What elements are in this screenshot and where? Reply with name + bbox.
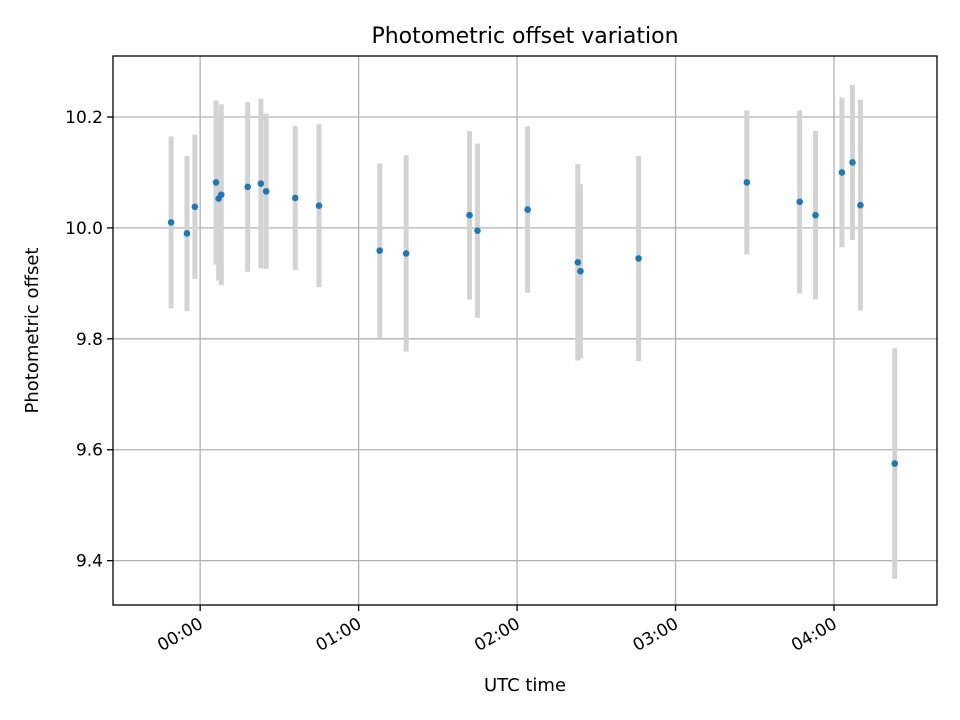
y-axis: 9.4 9.6 9.8 10.0 10.2 [65,108,113,572]
data-point [849,159,856,166]
data-point [466,211,473,219]
y-tick-label: 10.0 [65,219,103,239]
data-point [291,194,299,202]
y-tick-label: 9.8 [76,330,103,350]
data-point [524,206,531,213]
data-point [183,230,191,237]
data-point [262,188,270,195]
data-point [167,219,175,226]
data-point [257,180,265,187]
data-point [217,191,225,198]
data-point [743,179,751,186]
data-point [812,211,819,219]
data-point [635,255,642,262]
data-point [796,198,803,206]
data-point [191,203,199,211]
x-axis-label: UTC time [484,675,566,696]
data-point [577,267,584,275]
data-point [574,258,582,266]
y-axis-label: Photometric offset [22,248,43,414]
data-point [315,202,323,210]
data-point [891,460,899,467]
chart-title: Photometric offset variation [371,24,678,49]
y-tick-label: 9.4 [76,552,103,572]
data-point [838,169,846,176]
y-tick-label: 9.6 [76,441,103,461]
data-point [474,227,481,234]
data-point [212,179,220,186]
plot-frame [112,55,938,606]
data-points [167,159,899,467]
data-point [244,183,251,191]
y-tick-label: 10.2 [65,108,103,128]
data-point [402,250,410,257]
data-point [376,247,384,254]
data-point [857,201,864,209]
